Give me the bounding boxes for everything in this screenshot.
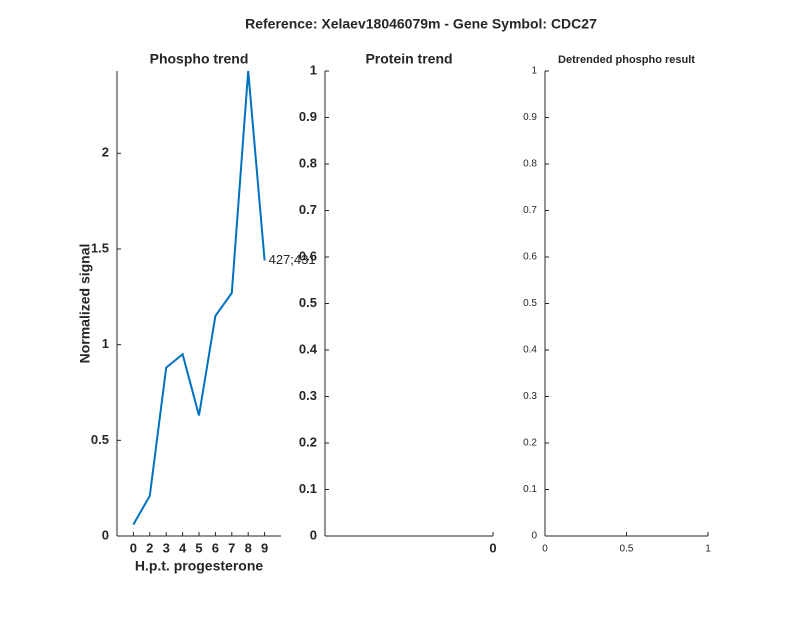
y-tick-label: 0.3 xyxy=(523,391,537,402)
y-tick-label: 0.5 xyxy=(91,432,109,447)
y-tick-label: 0.7 xyxy=(523,205,537,216)
y-tick-label: 0.6 xyxy=(523,252,537,263)
y-tick-label: 0.5 xyxy=(299,295,317,310)
subplot-title: Protein trend xyxy=(365,51,452,67)
series-line xyxy=(132,70,266,526)
y-tick-label: 0 xyxy=(102,527,109,542)
y-tick-label: 2 xyxy=(102,145,109,160)
y-tick-label: 0.9 xyxy=(299,109,317,124)
x-tick-label: 2 xyxy=(146,540,153,555)
y-tick-label: 0 xyxy=(531,531,537,542)
x-tick-label: 5 xyxy=(195,540,202,555)
y-tick-label: 1 xyxy=(310,62,317,77)
x-tick-label: 0 xyxy=(489,540,496,555)
y-tick-label: 1.5 xyxy=(91,240,109,255)
y-tick-label: 0.2 xyxy=(299,434,317,449)
y-tick-label: 0.8 xyxy=(299,155,317,170)
y-tick-label: 0.1 xyxy=(523,484,537,495)
x-tick-label: 4 xyxy=(179,540,187,555)
x-tick-label: 0 xyxy=(542,544,548,555)
y-tick-label: 0.8 xyxy=(523,159,537,170)
y-tick-label: 0.4 xyxy=(523,345,537,356)
annotation: 427;431 xyxy=(269,252,316,267)
x-axis-label: H.p.t. progesterone xyxy=(135,558,264,574)
y-tick-label: 1 xyxy=(531,66,537,77)
y-tick-label: 0.4 xyxy=(299,341,318,356)
x-tick-label: 1 xyxy=(705,544,711,555)
y-tick-label: 0.9 xyxy=(523,112,537,123)
x-tick-label: 6 xyxy=(212,540,219,555)
y-tick-label: 0.5 xyxy=(523,298,537,309)
y-tick-label: 0.7 xyxy=(299,202,317,217)
x-tick-label: 0.5 xyxy=(620,544,634,555)
subplot-title: Detrended phospho result xyxy=(558,54,695,66)
y-tick-label: 0.3 xyxy=(299,388,317,403)
x-tick-label: 3 xyxy=(163,540,170,555)
x-tick-label: 8 xyxy=(245,540,252,555)
y-tick-label: 0 xyxy=(310,527,317,542)
figure-title: Reference: Xelaev18046079m - Gene Symbol… xyxy=(245,16,597,32)
subplot-title: Phospho trend xyxy=(150,51,249,67)
y-tick-label: 0.2 xyxy=(523,438,537,449)
y-tick-label: 0.6 xyxy=(299,248,317,263)
x-tick-label: 7 xyxy=(228,540,235,555)
y-axis-label: Normalized signal xyxy=(77,244,93,364)
x-tick-label: 0 xyxy=(130,540,137,555)
y-tick-label: 0.1 xyxy=(299,481,317,496)
y-tick-label: 1 xyxy=(102,336,109,351)
x-tick-label: 9 xyxy=(261,540,268,555)
